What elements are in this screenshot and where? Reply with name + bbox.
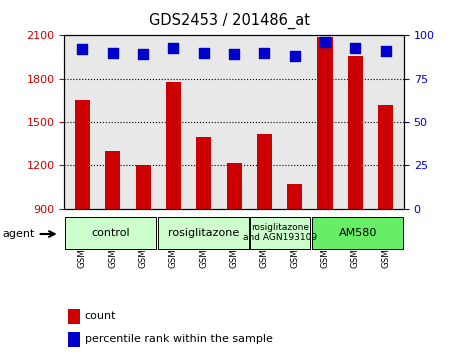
Bar (287, 184, 302, 209)
Bar (251, 217, 310, 249)
Point (109, 50, 117, 56)
Text: AM580: AM580 (338, 228, 377, 238)
Point (140, 52, 147, 57)
Bar (166, 82, 181, 209)
Bar (75, 101, 90, 209)
Point (79, 46, 86, 52)
Bar (226, 163, 242, 209)
Bar (196, 137, 211, 209)
Bar (158, 217, 249, 249)
Point (200, 50, 207, 56)
Point (291, 53, 298, 59)
Bar (312, 217, 403, 249)
Point (321, 40, 329, 45)
Text: percentile rank within the sample: percentile rank within the sample (84, 335, 273, 344)
Text: rosiglitazone: rosiglitazone (168, 228, 239, 238)
Point (261, 50, 268, 56)
Point (170, 45, 177, 50)
Point (382, 48, 389, 54)
Text: GDS2453 / 201486_at: GDS2453 / 201486_at (149, 12, 310, 29)
Text: rosiglitazone
and AGN193109: rosiglitazone and AGN193109 (243, 223, 318, 242)
Bar (65, 217, 156, 249)
Bar (378, 105, 393, 209)
Text: count: count (84, 312, 116, 321)
Bar (318, 37, 333, 209)
Bar (135, 166, 151, 209)
Bar (105, 151, 120, 209)
Bar (67, 309, 79, 324)
Bar (257, 135, 272, 209)
Point (230, 52, 238, 57)
Point (352, 45, 359, 50)
Bar (348, 56, 363, 209)
Text: control: control (91, 228, 130, 238)
Text: agent: agent (2, 229, 35, 239)
Bar (67, 332, 79, 347)
